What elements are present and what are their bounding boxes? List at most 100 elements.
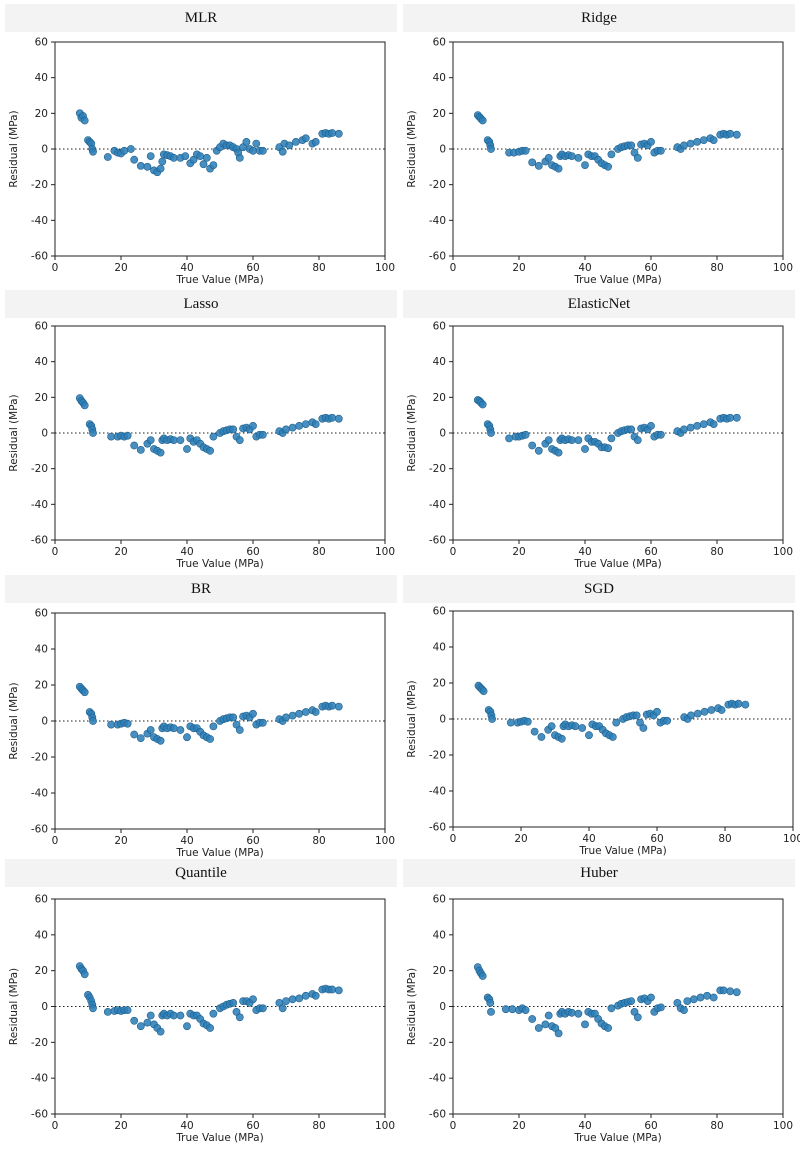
data-point bbox=[130, 441, 139, 450]
data-point bbox=[726, 987, 735, 996]
y-axis-label: Residual (MPa) bbox=[8, 110, 20, 187]
data-point bbox=[541, 1020, 550, 1029]
x-tick-label: 20 bbox=[114, 262, 127, 274]
data-point bbox=[528, 441, 537, 450]
x-tick-label: 60 bbox=[246, 1120, 259, 1132]
y-tick-label: 40 bbox=[433, 929, 446, 941]
y-tick-label: 20 bbox=[433, 678, 446, 690]
data-point bbox=[258, 146, 267, 155]
data-point bbox=[176, 1011, 185, 1020]
data-point bbox=[278, 1004, 287, 1013]
data-point bbox=[578, 724, 587, 732]
x-tick-label: 0 bbox=[450, 1120, 457, 1132]
data-point bbox=[123, 1006, 132, 1014]
data-point bbox=[554, 1029, 563, 1038]
y-tick-label: 40 bbox=[433, 356, 446, 368]
data-point bbox=[209, 1009, 218, 1018]
y-tick-label: 0 bbox=[439, 714, 446, 726]
data-point bbox=[183, 1022, 191, 1031]
x-tick-label: 60 bbox=[246, 546, 259, 558]
x-tick-label: 80 bbox=[710, 262, 723, 274]
x-axis-label: True Value (MPa) bbox=[175, 274, 263, 286]
data-point bbox=[547, 722, 556, 731]
chart-panel: Ridge 0 20 40 60 80 100 -60 -40 -20 0 20 40 60 True Va… bbox=[403, 4, 795, 286]
data-point bbox=[127, 145, 135, 153]
data-point bbox=[574, 1009, 583, 1018]
data-point bbox=[183, 733, 191, 742]
y-axis-label: Residual (MPa) bbox=[406, 968, 418, 1045]
y-tick-label: 20 bbox=[433, 108, 446, 120]
data-point bbox=[181, 152, 190, 160]
data-point bbox=[258, 1004, 267, 1013]
data-point bbox=[146, 1011, 155, 1020]
data-point bbox=[656, 430, 665, 439]
y-tick-label: 40 bbox=[35, 72, 48, 84]
data-point bbox=[544, 1011, 553, 1020]
x-tick-label: 60 bbox=[644, 546, 657, 558]
y-tick-label: 60 bbox=[433, 37, 446, 49]
y-tick-label: -40 bbox=[429, 1073, 446, 1085]
y-tick-label: 0 bbox=[439, 144, 446, 156]
data-point bbox=[206, 1024, 214, 1032]
data-point bbox=[604, 1024, 612, 1032]
x-axis-label: True Value (MPa) bbox=[578, 845, 666, 857]
chart-panel: SGD 0 20 40 60 80 100 -60 -40 -20 0 20 40 60 True Valu… bbox=[403, 575, 800, 857]
data-point bbox=[107, 720, 115, 729]
data-point bbox=[235, 1013, 244, 1022]
data-point bbox=[158, 157, 167, 166]
data-point bbox=[130, 730, 139, 739]
y-tick-label: 20 bbox=[433, 965, 446, 977]
data-point bbox=[534, 1024, 543, 1032]
data-point bbox=[202, 154, 211, 162]
data-point bbox=[199, 160, 208, 169]
data-point bbox=[574, 436, 583, 444]
y-tick-label: 40 bbox=[35, 644, 48, 656]
x-tick-label: 100 bbox=[375, 1120, 395, 1132]
y-tick-label: -20 bbox=[429, 179, 446, 191]
data-point bbox=[607, 434, 616, 443]
x-tick-label: 100 bbox=[375, 835, 395, 847]
data-point bbox=[554, 448, 563, 457]
data-point bbox=[693, 422, 702, 430]
data-point bbox=[709, 420, 718, 428]
y-tick-label: -60 bbox=[429, 822, 446, 834]
data-point bbox=[647, 422, 655, 430]
y-tick-label: -60 bbox=[31, 1109, 48, 1121]
x-tick-label: 60 bbox=[246, 262, 259, 274]
data-point bbox=[123, 719, 132, 728]
x-tick-label: 80 bbox=[718, 833, 731, 845]
chart-title: Quantile bbox=[5, 859, 397, 887]
y-axis-label: Residual (MPa) bbox=[8, 394, 20, 471]
data-point bbox=[501, 1005, 510, 1014]
data-point bbox=[206, 446, 214, 455]
y-tick-label: 20 bbox=[433, 392, 446, 404]
data-point bbox=[103, 153, 112, 161]
data-point bbox=[288, 995, 297, 1004]
x-tick-label: 0 bbox=[52, 1120, 59, 1132]
chart-title: Lasso bbox=[5, 290, 397, 318]
data-point bbox=[334, 986, 343, 995]
y-tick-label: -20 bbox=[31, 752, 48, 764]
y-tick-label: -40 bbox=[31, 499, 48, 511]
chart-panel: Huber 0 20 40 60 80 100 -60 -40 -20 0 20 40 60 True Va… bbox=[403, 859, 795, 1144]
y-tick-label: -60 bbox=[31, 824, 48, 836]
data-point bbox=[521, 146, 530, 155]
data-point bbox=[689, 995, 698, 1004]
data-point bbox=[288, 711, 297, 720]
y-tick-label: 20 bbox=[35, 392, 48, 404]
data-point bbox=[632, 711, 641, 720]
data-point bbox=[732, 413, 741, 422]
data-point bbox=[229, 713, 238, 722]
data-point bbox=[291, 138, 300, 146]
data-point bbox=[488, 715, 496, 723]
y-axis-label: Residual (MPa) bbox=[8, 968, 20, 1045]
data-point bbox=[235, 436, 244, 444]
data-point bbox=[206, 735, 214, 743]
x-tick-label: 0 bbox=[52, 835, 59, 847]
y-tick-label: 40 bbox=[433, 72, 446, 84]
data-point bbox=[717, 706, 726, 714]
data-point bbox=[528, 1015, 537, 1023]
